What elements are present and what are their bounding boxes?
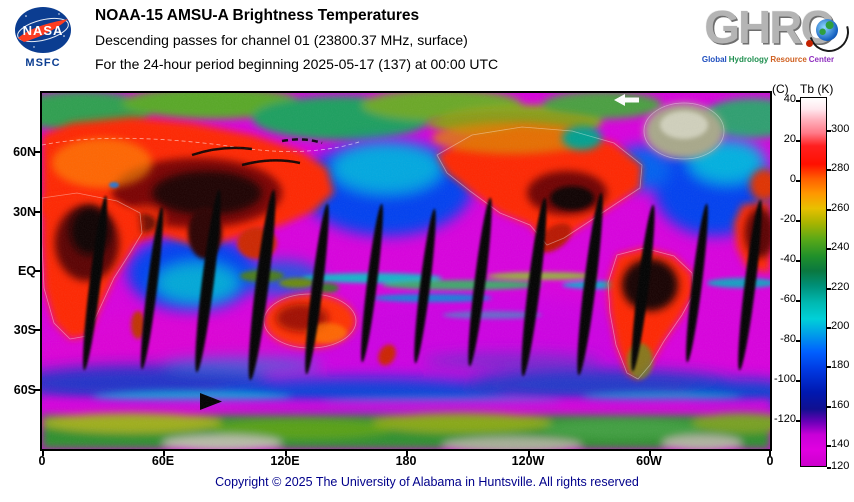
axis-tick bbox=[34, 389, 40, 391]
ghrc-wordmark: GHRC bbox=[684, 1, 854, 60]
axis-tick bbox=[649, 451, 651, 456]
axis-tick bbox=[34, 151, 40, 153]
ghrc-letter-r: R bbox=[769, 1, 802, 53]
colorbar-kelvin-label: 140 bbox=[831, 438, 850, 451]
colorbar-tick bbox=[827, 287, 831, 290]
ghrc-letter-c: C bbox=[801, 2, 854, 60]
colorbar-kelvin-label: 300 bbox=[831, 122, 850, 135]
y-axis-label-eq: EQ bbox=[17, 264, 36, 278]
axis-tick bbox=[406, 451, 408, 456]
colorbar-tick bbox=[796, 340, 800, 343]
ghrc-letter-h: H bbox=[738, 1, 771, 53]
colorbar-tick bbox=[796, 300, 800, 303]
colorbar-tick bbox=[796, 380, 800, 383]
colorbar-tick bbox=[827, 208, 831, 211]
colorbar-celsius-label: 40 bbox=[783, 92, 796, 105]
x-axis-label-60w: 60W bbox=[636, 454, 662, 468]
colorbar-tick bbox=[796, 260, 800, 263]
colorbar-tick bbox=[796, 180, 800, 183]
colorbar-kelvin-label: 160 bbox=[831, 398, 850, 411]
colorbar-gradient bbox=[800, 97, 827, 467]
colorbar-tick bbox=[827, 445, 831, 448]
colorbar-celsius-label: -120 bbox=[773, 413, 796, 426]
colorbar-kelvin-label: 280 bbox=[831, 162, 850, 175]
page-subtitle-period: For the 24-hour period beginning 2025-05… bbox=[95, 56, 499, 72]
nasa-swoosh bbox=[18, 19, 68, 42]
colorbar-celsius-label: -20 bbox=[780, 213, 796, 226]
axis-tick bbox=[34, 270, 40, 272]
ghrc-subtitle: Global Hydrology Resource Center bbox=[701, 55, 835, 64]
y-axis-label-30s: 30S bbox=[13, 323, 36, 337]
nasa-logo: NASA bbox=[15, 7, 71, 53]
colorbar-tick bbox=[827, 248, 831, 251]
colorbar-tick bbox=[796, 220, 800, 223]
x-axis-label-120w: 120W bbox=[511, 454, 545, 468]
colorbar-tick bbox=[827, 326, 831, 329]
colorbar-tick bbox=[827, 366, 831, 369]
page-subtitle-channel: Descending passes for channel 01 (23800.… bbox=[95, 32, 468, 48]
copyright-notice: Copyright © 2025 The University of Alaba… bbox=[215, 475, 639, 489]
x-axis-label-120e: 120E bbox=[270, 454, 300, 468]
colorbar-kelvin-label: 240 bbox=[831, 241, 850, 254]
colorbar-kelvin-header: Tb (K) bbox=[800, 82, 834, 96]
colorbar-celsius-header: (C) bbox=[772, 82, 789, 96]
colorbar-kelvin-label: 200 bbox=[831, 319, 850, 332]
y-axis-label-30n: 30N bbox=[13, 205, 36, 219]
page-title: NOAA-15 AMSU-A Brightness Temperatures bbox=[95, 7, 420, 24]
colorbar-celsius-label: 0 bbox=[789, 173, 796, 186]
axis-tick bbox=[769, 451, 771, 456]
colorbar-tick bbox=[827, 405, 831, 408]
orbit-satellite-dot-icon bbox=[805, 40, 813, 47]
x-axis-label-180: 180 bbox=[395, 454, 417, 468]
colorbar-celsius-label: -100 bbox=[773, 373, 796, 386]
colorbar-celsius-label: -40 bbox=[780, 253, 796, 266]
colorbar-celsius-label: 20 bbox=[783, 132, 796, 145]
axis-tick bbox=[42, 451, 44, 456]
y-axis-label-60s: 60S bbox=[13, 383, 36, 397]
globe-icon bbox=[815, 19, 838, 41]
colorbar-tick bbox=[827, 467, 831, 469]
ghrc-letter-g: G bbox=[704, 1, 740, 53]
x-axis-label-0b: 0 bbox=[766, 454, 774, 468]
axis-tick bbox=[285, 451, 287, 456]
msfc-label: MSFC bbox=[25, 57, 61, 69]
colorbar-kelvin-label: 260 bbox=[831, 201, 850, 214]
colorbar-tick bbox=[796, 420, 800, 423]
colorbar-tick bbox=[827, 169, 831, 172]
colorbar-tick bbox=[827, 129, 831, 132]
nasa-wordmark: NASA bbox=[23, 23, 64, 38]
axis-tick bbox=[528, 451, 530, 456]
axis-tick bbox=[163, 451, 165, 456]
x-axis-label-0a: 0 bbox=[38, 454, 46, 468]
colorbar-celsius-label: -80 bbox=[780, 333, 796, 346]
colorbar: (C) Tb (K) 40 20 0 -20 -40 -60 -80 -100 -120 300 2… bbox=[770, 82, 854, 490]
map-panel bbox=[12, 87, 802, 453]
axis-tick bbox=[34, 329, 40, 331]
colorbar-tick bbox=[796, 99, 800, 102]
colorbar-kelvin-label: 220 bbox=[831, 280, 850, 293]
colorbar-kelvin-label: 180 bbox=[831, 359, 850, 372]
colorbar-tick bbox=[796, 139, 800, 142]
brightness-temperature-map bbox=[12, 87, 802, 453]
nasa-orbit bbox=[17, 17, 69, 43]
colorbar-header: (C) Tb (K) bbox=[770, 82, 854, 96]
colorbar-celsius-label: -60 bbox=[780, 293, 796, 306]
axis-tick bbox=[34, 211, 40, 213]
y-axis-label-60n: 60N bbox=[13, 145, 36, 159]
x-axis-label-60e: 60E bbox=[151, 454, 175, 468]
colorbar-kelvin-label: 120 bbox=[831, 460, 850, 472]
